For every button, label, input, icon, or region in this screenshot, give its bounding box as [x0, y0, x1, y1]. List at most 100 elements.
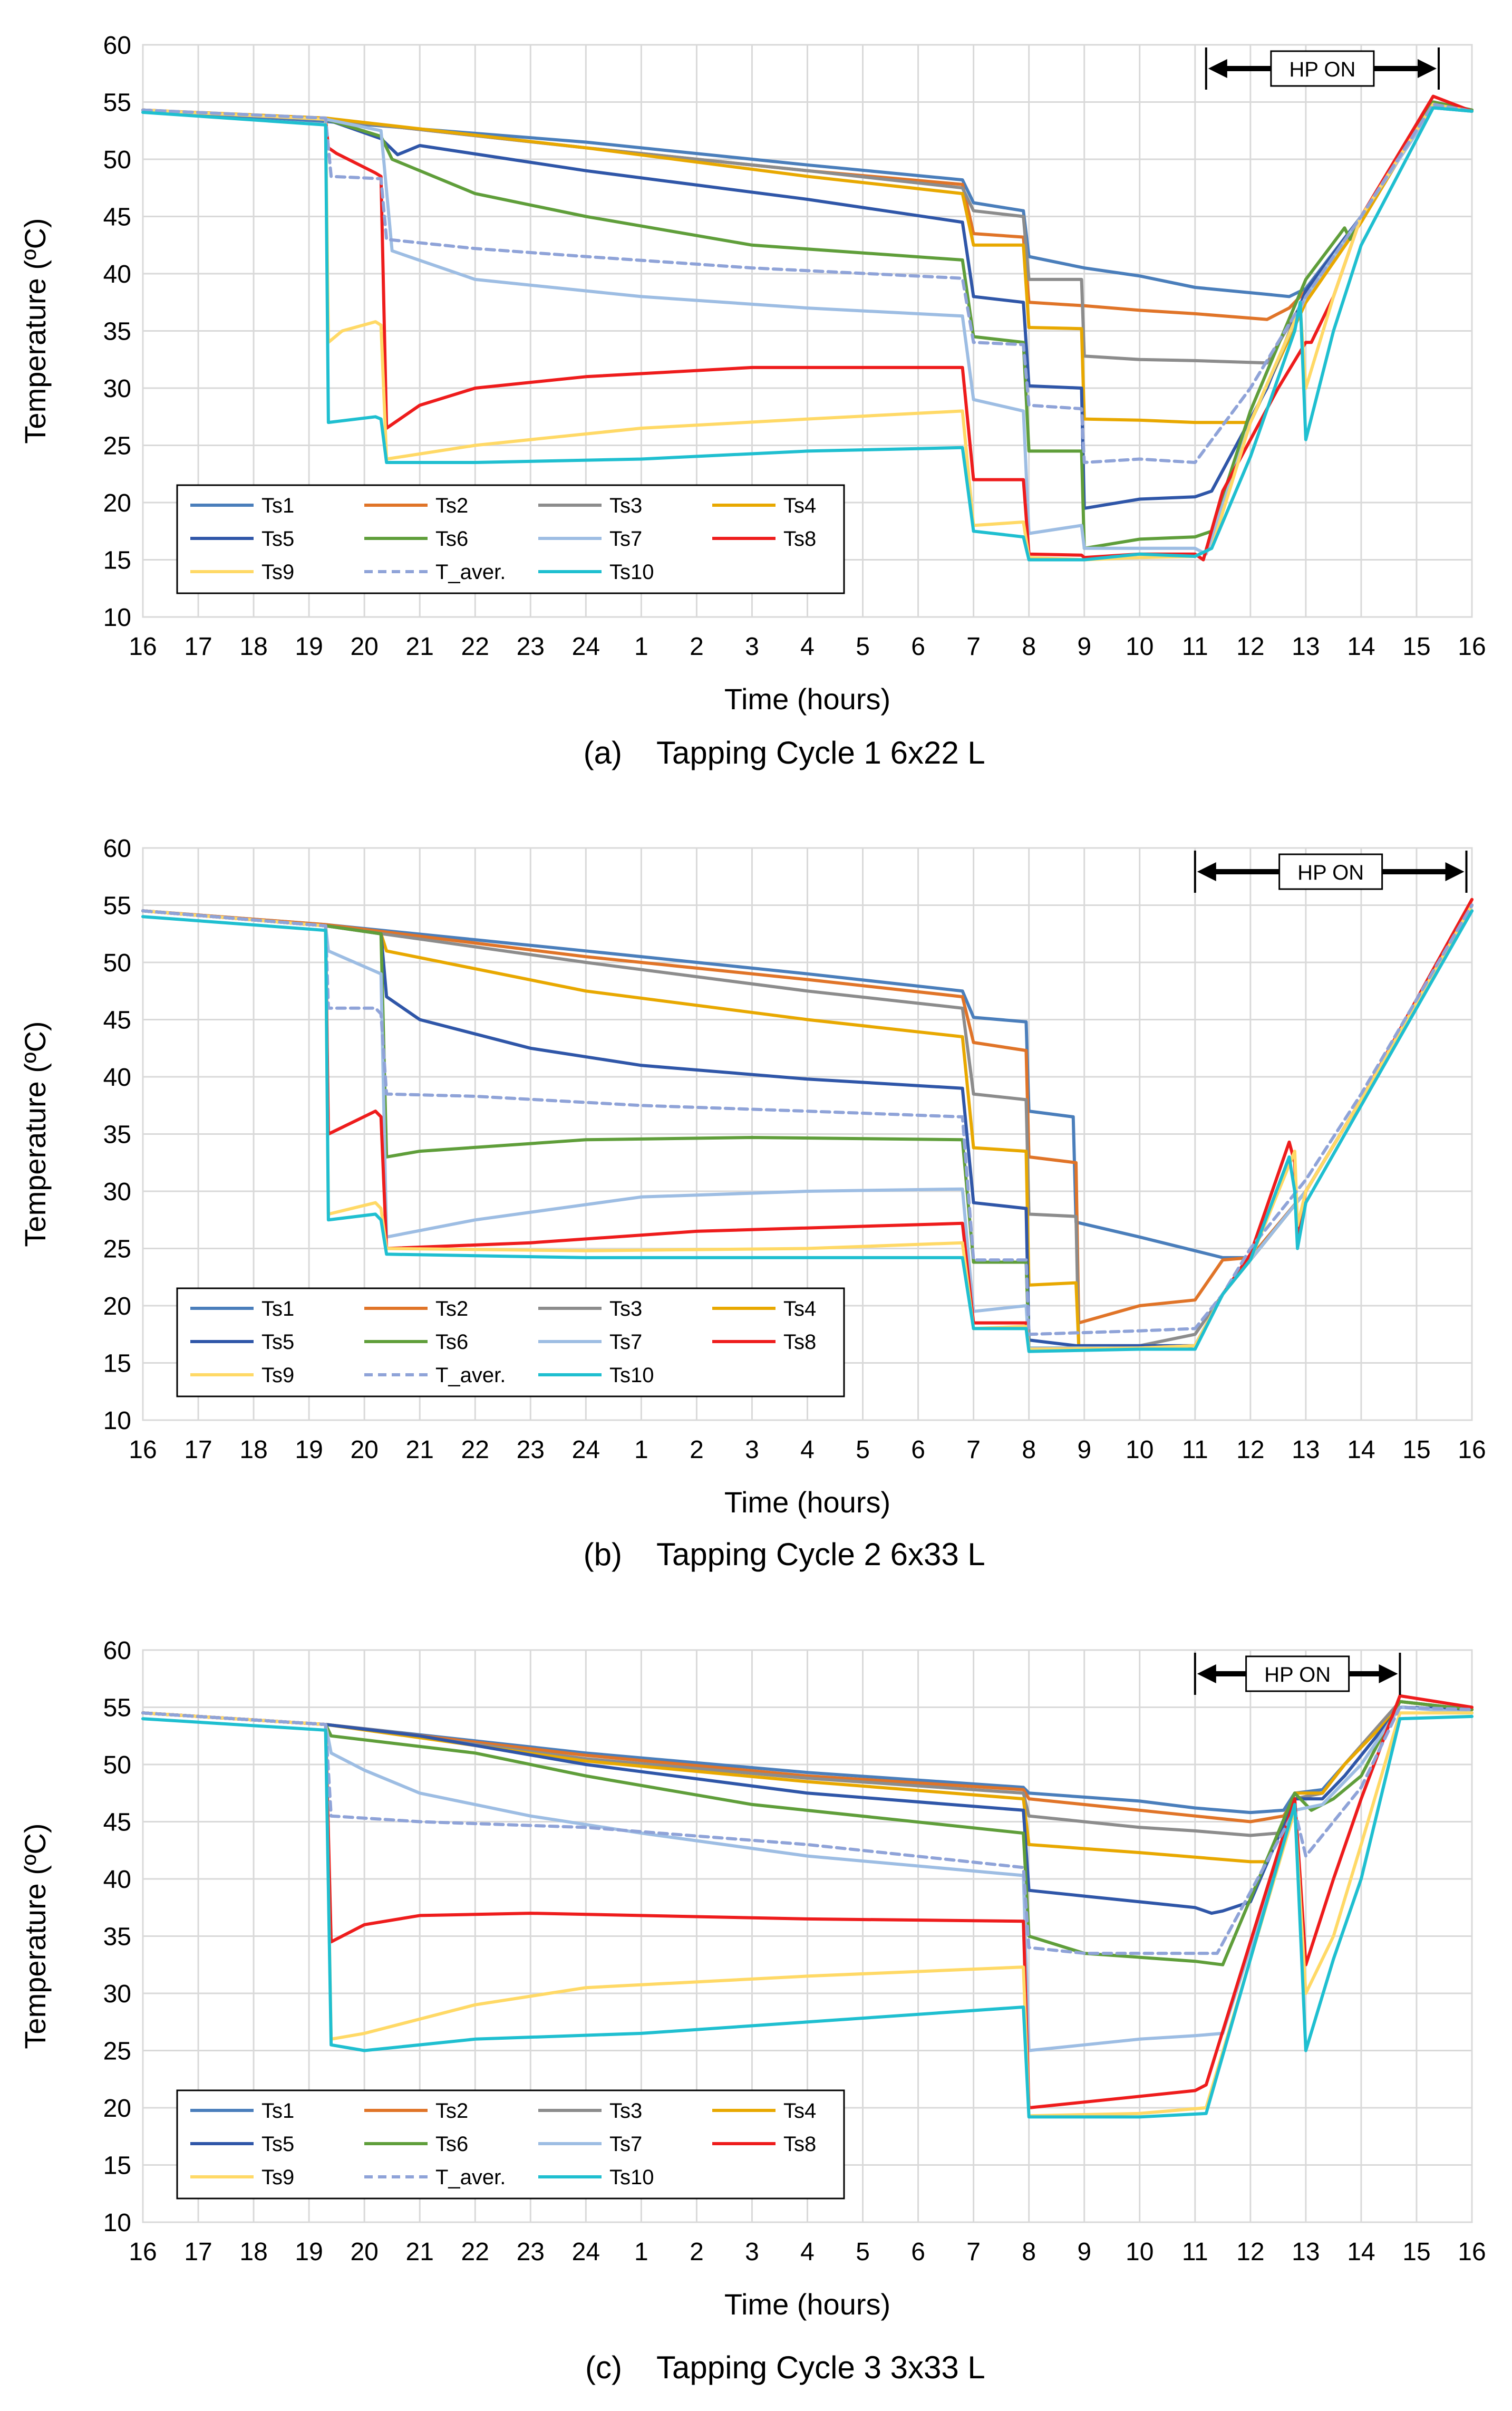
caption-title: Tapping Cycle 3 3x33 L	[656, 2350, 985, 2385]
series-line-ts10	[141, 909, 1474, 1353]
x-tick-label: 16	[129, 1436, 157, 1464]
x-tick-label: 23	[517, 633, 545, 661]
legend-label: Ts2	[435, 2099, 468, 2123]
legend-label: Ts1	[261, 1297, 294, 1320]
y-tick-label: 25	[103, 2038, 131, 2066]
caption-label: (b)	[584, 1537, 622, 1572]
y-tick-label: 10	[103, 604, 131, 632]
x-tick-label: 1	[634, 1436, 648, 1464]
series-line-ts10	[141, 1714, 1474, 2119]
x-tick-label: 10	[1126, 1436, 1154, 1464]
x-tick-label: 21	[406, 1436, 434, 1464]
legend-label: Ts8	[783, 2133, 816, 2156]
x-tick-label: 16	[129, 2238, 157, 2266]
x-tick-label: 10	[1126, 2238, 1154, 2266]
legend-label: Ts4	[783, 2099, 816, 2123]
x-tick-label: 15	[1402, 2238, 1430, 2266]
x-tick-label: 15	[1402, 1436, 1430, 1464]
x-tick-label: 21	[406, 2238, 434, 2266]
hp-on-annotation: HP ON	[1194, 851, 1468, 893]
series-group	[141, 1694, 1474, 2119]
x-tick-label: 3	[745, 633, 759, 661]
hp-on-right-arrowhead	[1445, 862, 1465, 881]
x-tick-label: 8	[1022, 633, 1036, 661]
series-line-ts5	[141, 1705, 1474, 1915]
plot-border	[142, 847, 1473, 1421]
hp-on-right-arrowhead	[1417, 59, 1437, 78]
hp-on-left-arrowhead	[1197, 1664, 1216, 1683]
x-axis-title: Time (hours)	[724, 1486, 890, 1519]
x-tick-label: 13	[1292, 1436, 1320, 1464]
series-line-taver	[141, 1705, 1474, 1955]
hp-on-annotation: HP ON	[1194, 1653, 1401, 1695]
legend-label: Ts4	[783, 1297, 816, 1320]
x-tick-label: 16	[1458, 1436, 1486, 1464]
legend-label: Ts6	[435, 2133, 468, 2156]
y-tick-label: 45	[103, 204, 131, 232]
hp-on-left-arrowhead	[1197, 862, 1216, 881]
series-line-taver	[141, 102, 1474, 464]
y-tick-label: 25	[103, 1236, 131, 1264]
x-axis-title: Time (hours)	[724, 682, 890, 716]
x-tick-label: 18	[239, 633, 267, 661]
y-tick-label: 35	[103, 1121, 131, 1149]
x-tick-label: 13	[1292, 2238, 1320, 2266]
legend-label: Ts8	[783, 1330, 816, 1354]
legend-label: Ts9	[261, 1364, 294, 1387]
x-tick-label: 9	[1077, 2238, 1091, 2266]
series-line-taver	[141, 903, 1474, 1336]
x-tick-label: 19	[295, 1436, 323, 1464]
x-tick-label: 14	[1347, 633, 1375, 661]
x-tick-label: 18	[239, 2238, 267, 2266]
series-line-ts4	[141, 100, 1474, 425]
y-tick-label: 15	[103, 547, 131, 575]
hp-on-label: HP ON	[1264, 1663, 1331, 1686]
x-tick-label: 8	[1022, 2238, 1036, 2266]
x-tick-label: 9	[1077, 1436, 1091, 1464]
y-tick-label: 40	[103, 1064, 131, 1092]
hp-on-box	[1278, 853, 1383, 890]
x-tick-label: 14	[1347, 1436, 1375, 1464]
y-tick-label: 45	[103, 1007, 131, 1035]
hp-on-annotation: HP ON	[1205, 47, 1440, 90]
legend-label: Ts9	[261, 2166, 294, 2189]
legend-label: Ts1	[261, 2099, 294, 2123]
series-line-ts4	[141, 1705, 1474, 1864]
y-tick-label: 10	[103, 1407, 131, 1435]
x-tick-label: 20	[350, 633, 378, 661]
x-tick-label: 4	[800, 1436, 815, 1464]
x-tick-label: 12	[1236, 1436, 1264, 1464]
series-line-ts8	[141, 94, 1474, 562]
x-tick-label: 15	[1402, 633, 1430, 661]
caption-title: Tapping Cycle 1 6x22 L	[656, 735, 985, 770]
legend-label: Ts5	[261, 1330, 294, 1354]
y-axis-title: Temperature (ºC)	[18, 218, 52, 443]
x-tick-label: 14	[1347, 2238, 1375, 2266]
legend-label: Ts10	[609, 1364, 654, 1387]
x-tick-label: 20	[350, 1436, 378, 1464]
x-tick-label: 8	[1022, 1436, 1036, 1464]
legend-label: Ts7	[609, 527, 642, 551]
x-tick-label: 5	[856, 1436, 870, 1464]
plot-border	[142, 44, 1473, 618]
y-tick-label: 50	[103, 1751, 131, 1779]
x-tick-label: 7	[966, 2238, 981, 2266]
series-line-ts6	[141, 100, 1474, 550]
x-tick-label: 11	[1182, 2238, 1208, 2266]
legend-label: Ts7	[609, 2133, 642, 2156]
legend-label: Ts2	[435, 494, 468, 517]
x-tick-label: 12	[1236, 2238, 1264, 2266]
y-tick-label: 45	[103, 1809, 131, 1837]
x-tick-label: 5	[856, 2238, 870, 2266]
x-tick-label: 6	[911, 1436, 925, 1464]
x-tick-label: 5	[856, 633, 870, 661]
legend-label: Ts5	[261, 2133, 294, 2156]
x-tick-label: 11	[1182, 1436, 1208, 1464]
x-tick-label: 24	[572, 2238, 600, 2266]
y-tick-label: 50	[103, 146, 131, 174]
caption-label: (c)	[585, 2350, 622, 2385]
